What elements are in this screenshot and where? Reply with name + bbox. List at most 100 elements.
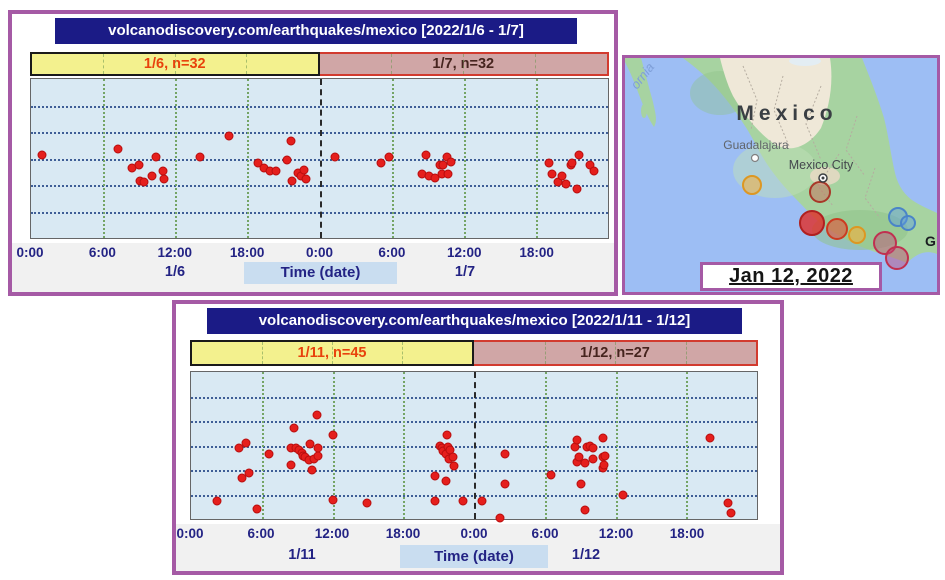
header-tick-mark xyxy=(103,54,105,74)
mexico-city-icon-dot xyxy=(821,176,825,180)
vertical-gridline xyxy=(686,372,689,519)
x-tick-label: 6:00 xyxy=(88,245,116,260)
earthquake-data-point xyxy=(330,152,340,162)
mexico-city-label: Mexico City xyxy=(789,158,854,172)
earthquake-data-point xyxy=(430,471,440,481)
earthquake-data-point xyxy=(576,479,586,489)
header-tick-mark xyxy=(535,54,537,74)
x-axis-title: Time (date) xyxy=(244,262,397,284)
x-tick-label: 6:00 xyxy=(378,245,406,260)
quake-circle-blue-2 xyxy=(900,215,916,231)
earthquake-data-point xyxy=(443,169,453,179)
day-header-band: 1/6, n=32 1/7, n=32 xyxy=(30,52,609,76)
x-tick-label: 12:00 xyxy=(598,526,634,541)
guadalajara-city-icon xyxy=(750,153,760,163)
earthquake-data-point xyxy=(113,144,123,154)
earthquake-data-point xyxy=(588,443,598,453)
earthquake-data-point xyxy=(574,452,584,462)
earthquake-data-point xyxy=(446,157,456,167)
vertical-gridline xyxy=(463,79,466,238)
vertical-gridline xyxy=(247,79,250,238)
earthquake-data-point xyxy=(195,152,205,162)
earthquake-data-point xyxy=(580,458,590,468)
header-tick-mark xyxy=(615,342,616,364)
earthquake-data-point xyxy=(224,131,234,141)
earthquake-data-point xyxy=(441,476,451,486)
header-tick-mark xyxy=(402,342,403,364)
earthquake-data-point xyxy=(37,150,47,160)
plot-area xyxy=(30,78,609,239)
guatemala-partial-label: G xyxy=(925,233,936,249)
earthquake-data-point xyxy=(500,479,510,489)
earthquake-data-point xyxy=(237,473,247,483)
date-label-day1: 1/6 xyxy=(164,264,186,280)
earthquake-data-point xyxy=(705,433,715,443)
date-label-day2: 1/7 xyxy=(454,264,476,280)
earthquake-data-point xyxy=(544,158,554,168)
earthquake-data-point xyxy=(286,460,296,470)
x-tick-label: 12:00 xyxy=(157,245,193,260)
midnight-divider xyxy=(319,79,322,238)
earthquake-data-point xyxy=(421,150,431,160)
earthquake-data-point xyxy=(376,158,386,168)
x-tick-label: 6:00 xyxy=(531,526,559,541)
vertical-gridline xyxy=(615,372,618,519)
earthquake-data-point xyxy=(726,508,736,518)
mexico-map-panel: Mexico Guadalajara Mexico City ornia G J… xyxy=(622,55,940,295)
vertical-gridline xyxy=(332,372,335,519)
earthquake-data-point xyxy=(244,468,254,478)
earthquake-data-point xyxy=(301,174,311,184)
day-header-band: 1/11, n=45 1/12, n=27 xyxy=(190,340,758,366)
x-tick-label: 0:00 xyxy=(305,245,334,260)
quake-circle-redorange xyxy=(826,218,848,240)
chart-title: volcanodiscovery.com/earthquakes/mexico … xyxy=(55,18,577,44)
earthquake-data-point xyxy=(134,160,144,170)
earthquake-data-point xyxy=(271,166,281,176)
x-tick-label: 6:00 xyxy=(247,526,275,541)
earthquake-data-point xyxy=(362,498,372,508)
earthquake-data-point xyxy=(600,451,610,461)
day1-header: 1/11, n=45 xyxy=(190,340,474,366)
earthquake-data-point xyxy=(312,410,322,420)
state-borders xyxy=(742,65,881,219)
header-tick-mark xyxy=(391,54,393,74)
earthquake-data-point xyxy=(618,490,628,500)
earthquake-data-point xyxy=(241,438,251,448)
earthquake-data-point xyxy=(589,166,599,176)
baja-california-landmass xyxy=(625,58,656,127)
earthquake-data-point xyxy=(289,423,299,433)
earthquake-data-point xyxy=(567,158,577,168)
header-tick-mark xyxy=(262,342,263,364)
header-tick-mark xyxy=(685,342,687,364)
earthquake-data-point xyxy=(328,430,337,440)
x-tick-label: 0:00 xyxy=(16,245,44,260)
quake-circle-crimson-2 xyxy=(885,246,909,270)
earthquake-data-point xyxy=(430,496,440,506)
quake-circle-orange-west xyxy=(742,175,762,195)
quake-circle-darkred-puebla xyxy=(809,181,831,203)
earthquake-data-point xyxy=(580,505,590,515)
x-tick-label: 12:00 xyxy=(446,245,482,260)
x-tick-label: 0:00 xyxy=(460,526,488,541)
earthquake-data-point xyxy=(299,165,309,175)
earthquake-data-point xyxy=(313,451,323,461)
earthquake-data-point xyxy=(458,496,468,506)
chart-panel-jan6-7: volcanodiscovery.com/earthquakes/mexico … xyxy=(8,10,618,296)
header-tick-mark xyxy=(544,342,546,364)
earthquake-data-point xyxy=(328,495,337,505)
quake-circle-red-large xyxy=(799,210,825,236)
vertical-gridline xyxy=(403,372,406,519)
x-axis-tick-row: 0:00 6:00 12:00 18:00 0:00 6:00 12:00 18:00 xyxy=(16,245,609,261)
earthquake-data-point xyxy=(139,177,149,187)
earthquake-data-point xyxy=(598,433,608,443)
country-label: Mexico xyxy=(736,102,837,125)
day1-header: 1/6, n=32 xyxy=(30,52,320,76)
x-tick-label: 18:00 xyxy=(519,245,554,260)
earthquake-data-point xyxy=(384,152,394,162)
earthquake-data-point xyxy=(286,136,296,146)
quake-circle-orange-small xyxy=(848,226,866,244)
header-tick-mark xyxy=(174,54,176,74)
earthquake-data-point xyxy=(547,169,556,179)
earthquake-data-point xyxy=(495,513,505,523)
earthquake-data-point xyxy=(574,150,584,160)
